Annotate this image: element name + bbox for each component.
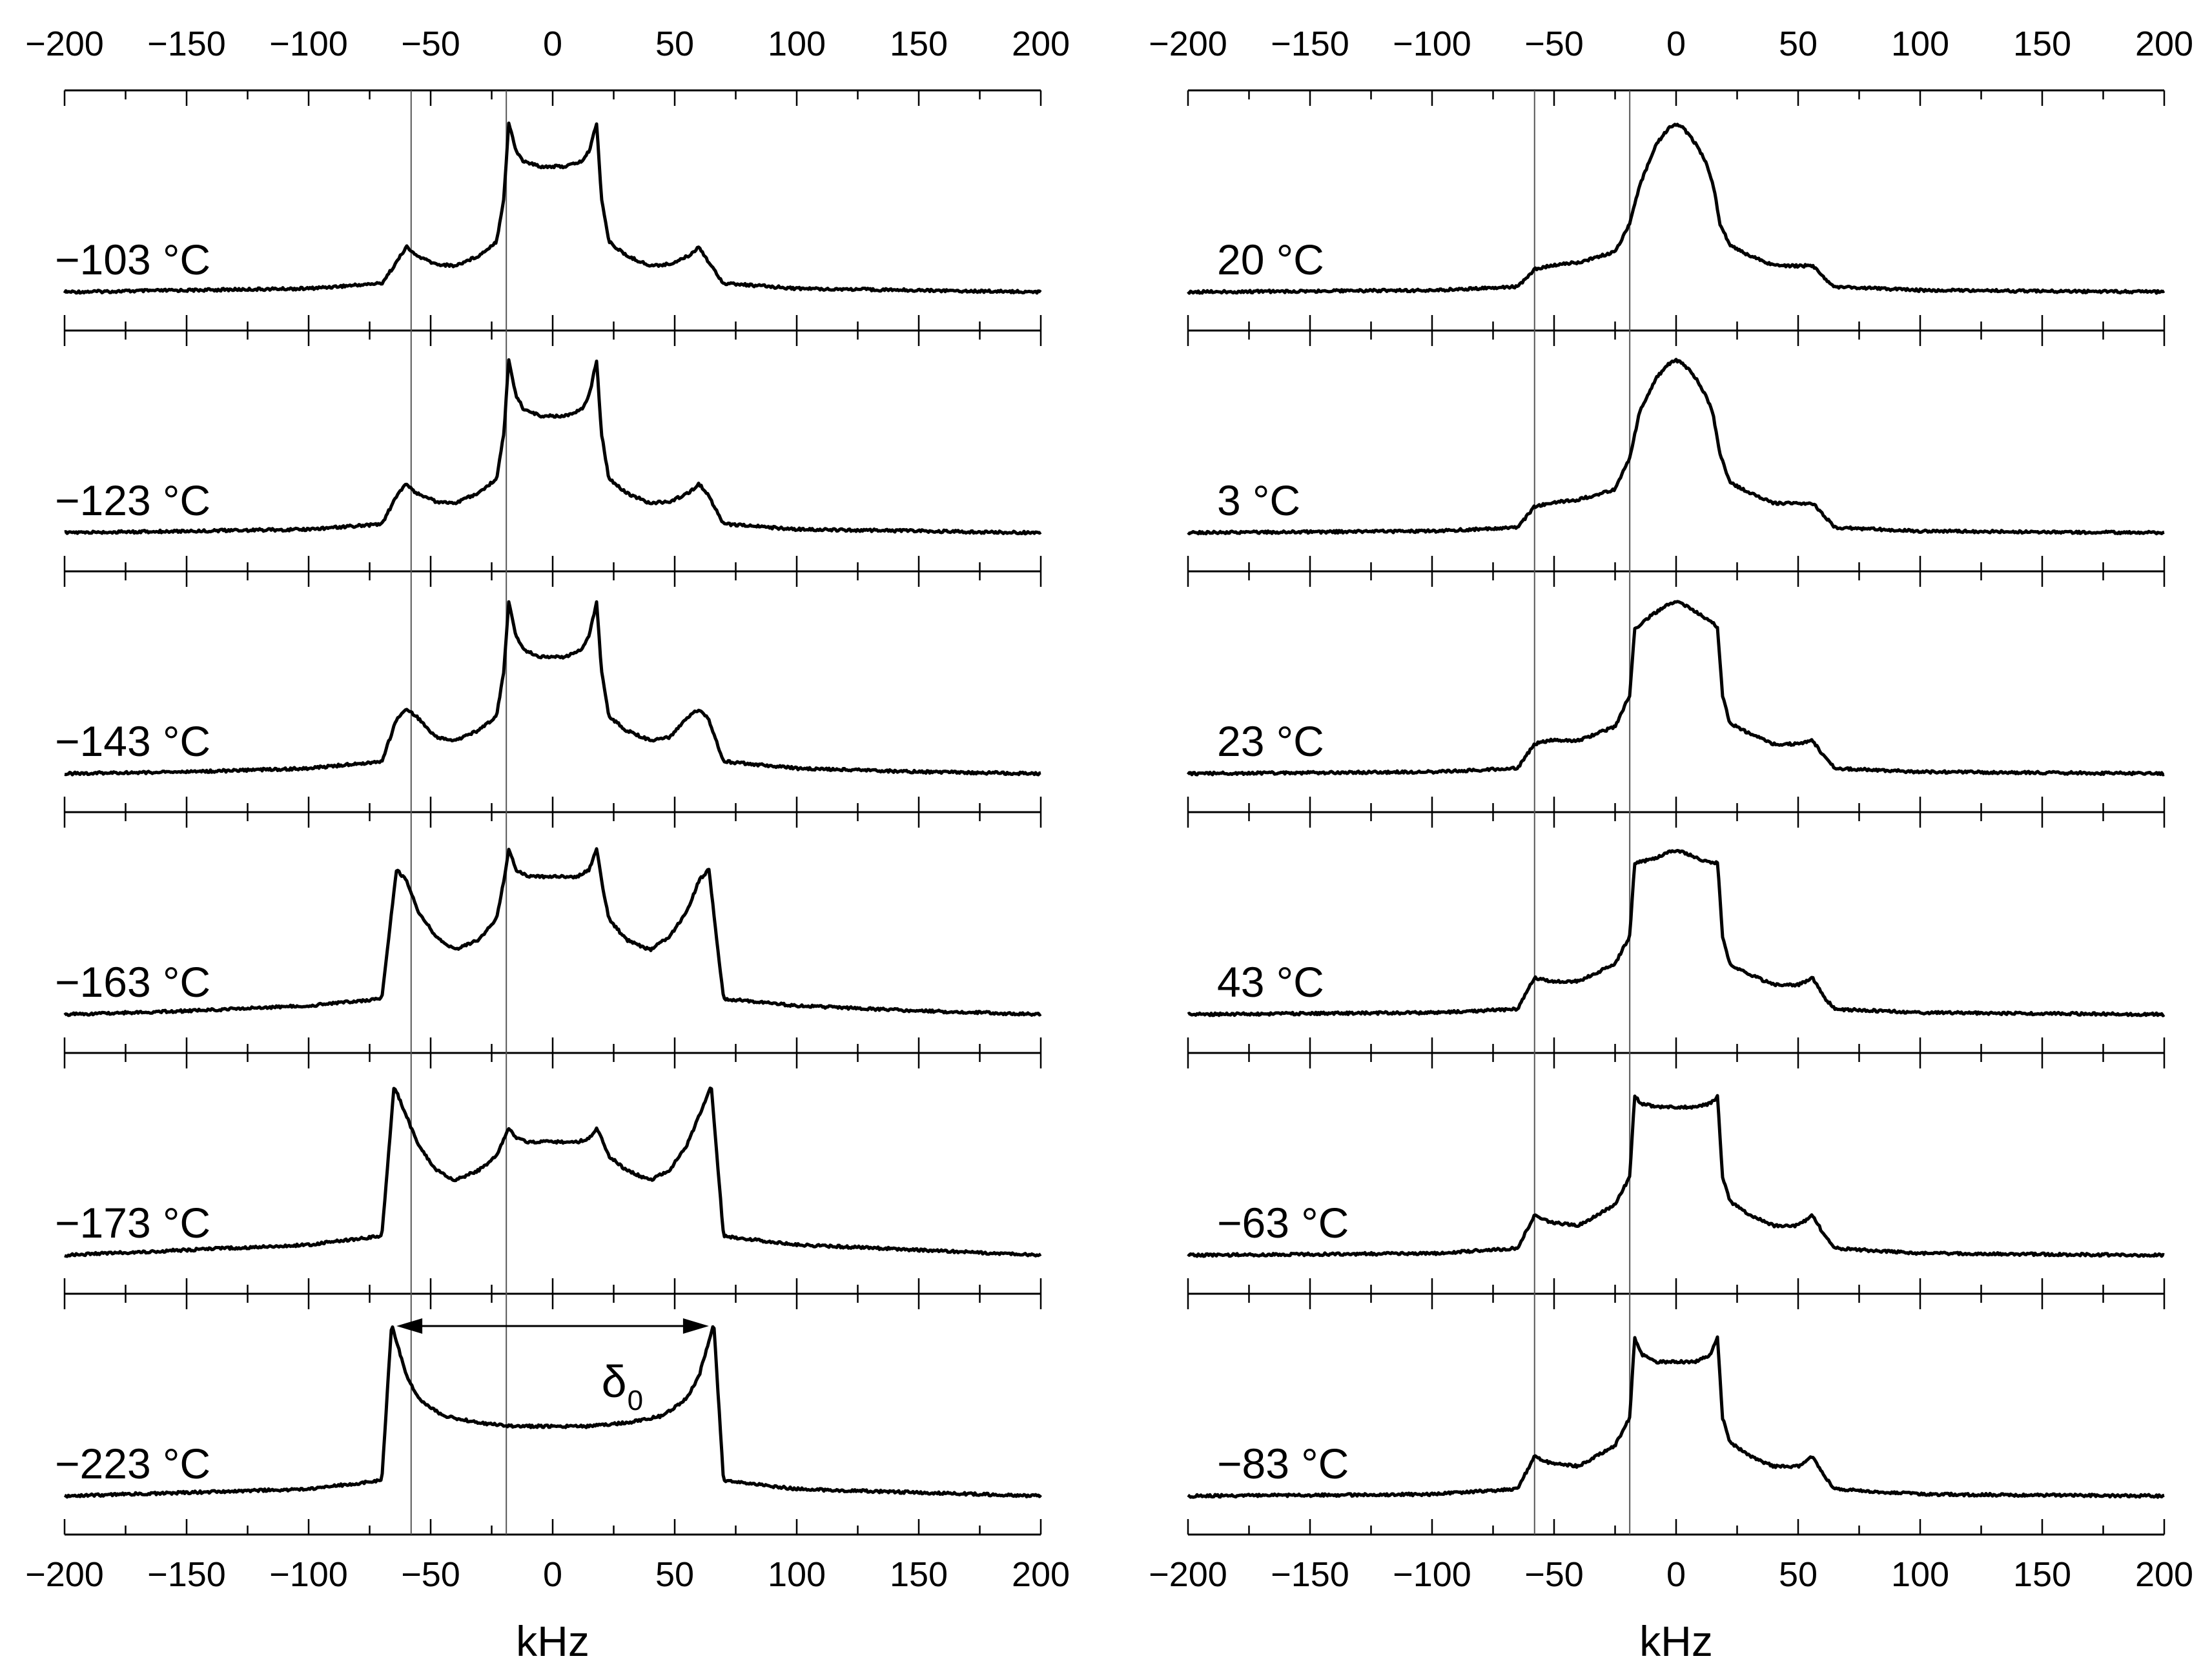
bottom-tick-label: −100 xyxy=(1393,1555,1471,1594)
temperature-label: −103 °C xyxy=(55,236,210,283)
top-tick-label: 50 xyxy=(655,25,694,63)
bottom-tick-label: −50 xyxy=(1524,1555,1584,1594)
top-tick-label: 0 xyxy=(1666,25,1686,63)
spectrum-line xyxy=(1187,1094,2165,1258)
bottom-tick-label: 150 xyxy=(890,1555,948,1594)
bottom-tick-label: −50 xyxy=(401,1555,460,1594)
bottom-tick-label: 200 xyxy=(2135,1555,2193,1594)
temperature-label: −173 °C xyxy=(55,1199,210,1247)
top-tick-label: −200 xyxy=(25,25,104,63)
bottom-tick-label: 0 xyxy=(543,1555,562,1594)
top-tick-label: −50 xyxy=(401,25,460,63)
top-tick-label: −150 xyxy=(147,25,226,63)
top-tick-label: 50 xyxy=(1779,25,1818,63)
top-tick-label: −200 xyxy=(1149,25,1227,63)
x-axis-label: kHz xyxy=(1639,1617,1713,1665)
temperature-label: −143 °C xyxy=(55,717,210,765)
left-spectra-column: −200 −150 −100 −50 0 50 100 150 200 −103 °C −123 °… xyxy=(25,25,1070,1665)
top-tick-label: −50 xyxy=(1524,25,1584,63)
bottom-tick-label: −200 xyxy=(1149,1555,1227,1594)
x-axis-label: kHz xyxy=(516,1617,589,1665)
bottom-tick-label: −150 xyxy=(147,1555,226,1594)
top-tick-label: 100 xyxy=(768,25,826,63)
temperature-label: −123 °C xyxy=(55,476,210,524)
right-spectra-column: −200 −150 −100 −50 0 50 100 150 200 20 °C 3 °C 23 °… xyxy=(1149,25,2193,1665)
bottom-tick-label: 50 xyxy=(655,1555,694,1594)
top-tick-label: 200 xyxy=(2135,25,2193,63)
bottom-tick-label: 100 xyxy=(768,1555,826,1594)
spectrum-line xyxy=(1187,358,2165,536)
bottom-tick-label: 50 xyxy=(1779,1555,1818,1594)
top-tick-label: −100 xyxy=(1393,25,1471,63)
delta-subscript: 0 xyxy=(628,1385,643,1416)
spectrum-line xyxy=(63,847,1042,1017)
spectrum-line xyxy=(63,1325,1042,1499)
delta-arrow-head-right xyxy=(682,1318,709,1334)
temperature-label: 20 °C xyxy=(1217,236,1324,283)
spectrum-line xyxy=(1187,1335,2165,1499)
delta-symbol: δ xyxy=(602,1356,627,1407)
top-tick-label: 200 xyxy=(1012,25,1070,63)
top-tick-label: 150 xyxy=(2013,25,2071,63)
bottom-tick-label: −200 xyxy=(25,1555,104,1594)
bottom-tick-label: 150 xyxy=(2013,1555,2071,1594)
temperature-label: 43 °C xyxy=(1217,958,1324,1006)
temperature-label: 3 °C xyxy=(1217,476,1300,524)
spectrum-line xyxy=(64,600,1041,777)
bottom-tick-label: 100 xyxy=(1891,1555,1949,1594)
spectrum-line xyxy=(63,121,1042,295)
delta-arrow-head-left xyxy=(396,1318,423,1334)
top-tick-label: 100 xyxy=(1891,25,1949,63)
spectrum-line xyxy=(64,358,1042,536)
top-tick-label: 0 xyxy=(543,25,562,63)
top-tick-label: −100 xyxy=(269,25,348,63)
bottom-tick-label: −100 xyxy=(269,1555,348,1594)
bottom-tick-label: −150 xyxy=(1271,1555,1349,1594)
temperature-label: −83 °C xyxy=(1217,1440,1349,1487)
top-tick-label: 150 xyxy=(890,25,948,63)
temperature-label: −163 °C xyxy=(55,958,210,1006)
bottom-tick-label: 200 xyxy=(1012,1555,1070,1594)
spectrum-line xyxy=(1187,848,2166,1017)
spectrum-line xyxy=(64,1087,1042,1258)
temperature-label: −223 °C xyxy=(55,1440,210,1487)
temperature-label: 23 °C xyxy=(1217,717,1324,765)
temperature-label: −63 °C xyxy=(1217,1199,1349,1247)
spectrum-line xyxy=(1186,600,2165,777)
top-tick-label: −150 xyxy=(1271,25,1349,63)
spectrum-line xyxy=(1187,123,2166,295)
bottom-tick-label: 0 xyxy=(1666,1555,1686,1594)
